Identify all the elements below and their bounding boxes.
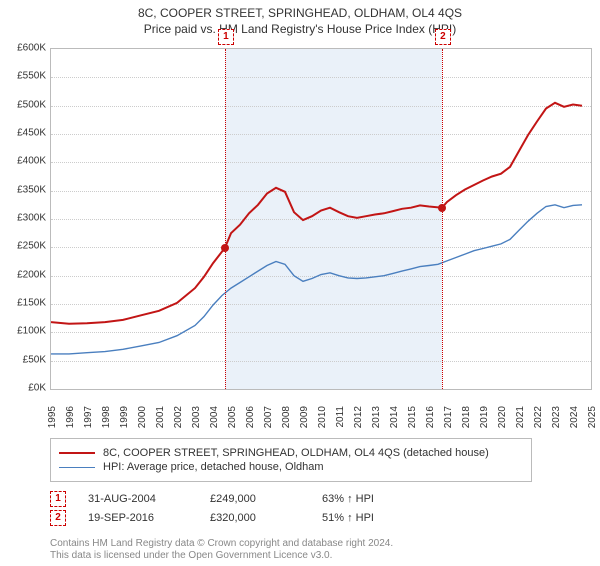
x-tick-label: 2009	[299, 406, 310, 428]
x-tick-label: 2001	[155, 406, 166, 428]
y-tick-label: £450K	[0, 128, 46, 139]
y-tick-label: £500K	[0, 99, 46, 110]
x-tick-label: 2006	[245, 406, 256, 428]
x-tick-label: 2023	[551, 406, 562, 428]
x-tick-label: 2016	[425, 406, 436, 428]
y-tick-label: £50K	[0, 354, 46, 365]
y-tick-label: £350K	[0, 184, 46, 195]
x-tick-label: 2003	[191, 406, 202, 428]
y-tick-label: £400K	[0, 156, 46, 167]
transaction-row: 2 19-SEP-2016 £320,000 51% ↑ HPI	[50, 510, 550, 526]
y-tick-label: £150K	[0, 298, 46, 309]
legend-label: HPI: Average price, detached house, Oldh…	[103, 461, 324, 473]
footer-attribution: Contains HM Land Registry data © Crown c…	[50, 538, 393, 562]
x-tick-label: 1997	[83, 406, 94, 428]
legend-row: 8C, COOPER STREET, SPRINGHEAD, OLDHAM, O…	[59, 447, 523, 459]
y-tick-label: £100K	[0, 326, 46, 337]
footer-line-1: Contains HM Land Registry data © Crown c…	[50, 538, 393, 550]
y-tick-label: £300K	[0, 213, 46, 224]
x-tick-label: 2008	[281, 406, 292, 428]
marker-line-1	[225, 49, 226, 389]
transaction-date: 31-AUG-2004	[88, 493, 188, 505]
x-tick-label: 1996	[65, 406, 76, 428]
plot-region: 12 1995199619971998199920002001200220032…	[50, 48, 592, 390]
marker-line-2	[442, 49, 443, 389]
x-tick-label: 2002	[173, 406, 184, 428]
x-tick-label: 2011	[335, 406, 346, 428]
x-tick-label: 2004	[209, 406, 220, 428]
x-tick-label: 1999	[119, 406, 130, 428]
marker-dot-2	[438, 204, 446, 212]
transaction-badge: 1	[50, 491, 66, 507]
x-tick-label: 2012	[353, 406, 364, 428]
x-tick-label: 1995	[47, 406, 58, 428]
series-line-hpi	[51, 205, 582, 354]
chart-title: 8C, COOPER STREET, SPRINGHEAD, OLDHAM, O…	[0, 6, 600, 20]
chart-area: £0K £50K £100K £150K £200K £250K £300K £350K £40…	[0, 48, 600, 408]
x-tick-label: 2007	[263, 406, 274, 428]
x-tick-label: 2025	[587, 406, 598, 428]
y-tick-label: £600K	[0, 43, 46, 54]
x-tick-label: 2018	[461, 406, 472, 428]
transaction-table: 1 31-AUG-2004 £249,000 63% ↑ HPI 2 19-SEP-201…	[50, 488, 550, 529]
legend-label: 8C, COOPER STREET, SPRINGHEAD, OLDHAM, O…	[103, 447, 489, 459]
x-tick-label: 2015	[407, 406, 418, 428]
marker-badge-2: 2	[435, 29, 451, 45]
transaction-date: 19-SEP-2016	[88, 512, 188, 524]
x-tick-label: 2013	[371, 406, 382, 428]
x-tick-label: 2005	[227, 406, 238, 428]
y-tick-label: £250K	[0, 241, 46, 252]
chart-subtitle: Price paid vs. HM Land Registry's House …	[0, 22, 600, 36]
footer-line-2: This data is licensed under the Open Gov…	[50, 550, 393, 562]
transaction-price: £320,000	[210, 512, 300, 524]
x-tick-label: 2014	[389, 406, 400, 428]
transaction-row: 1 31-AUG-2004 £249,000 63% ↑ HPI	[50, 491, 550, 507]
x-tick-label: 2021	[515, 406, 526, 428]
marker-badge-1: 1	[218, 29, 234, 45]
y-tick-label: £550K	[0, 71, 46, 82]
transaction-pct: 51% ↑ HPI	[322, 512, 422, 524]
x-tick-label: 2010	[317, 406, 328, 428]
series-line-property	[51, 103, 582, 324]
x-tick-label: 2022	[533, 406, 544, 428]
legend-box: 8C, COOPER STREET, SPRINGHEAD, OLDHAM, O…	[50, 438, 532, 482]
transaction-pct: 63% ↑ HPI	[322, 493, 422, 505]
transaction-price: £249,000	[210, 493, 300, 505]
x-tick-label: 2019	[479, 406, 490, 428]
x-tick-label: 2020	[497, 406, 508, 428]
x-tick-label: 2017	[443, 406, 454, 428]
y-tick-label: £200K	[0, 269, 46, 280]
y-tick-label: £0K	[0, 383, 46, 394]
series-lines	[51, 49, 591, 389]
transaction-badge: 2	[50, 510, 66, 526]
x-tick-label: 2000	[137, 406, 148, 428]
x-tick-label: 1998	[101, 406, 112, 428]
legend-row: HPI: Average price, detached house, Oldh…	[59, 461, 523, 473]
legend-swatch	[59, 467, 95, 468]
legend-swatch	[59, 452, 95, 454]
x-tick-label: 2024	[569, 406, 580, 428]
marker-dot-1	[221, 244, 229, 252]
